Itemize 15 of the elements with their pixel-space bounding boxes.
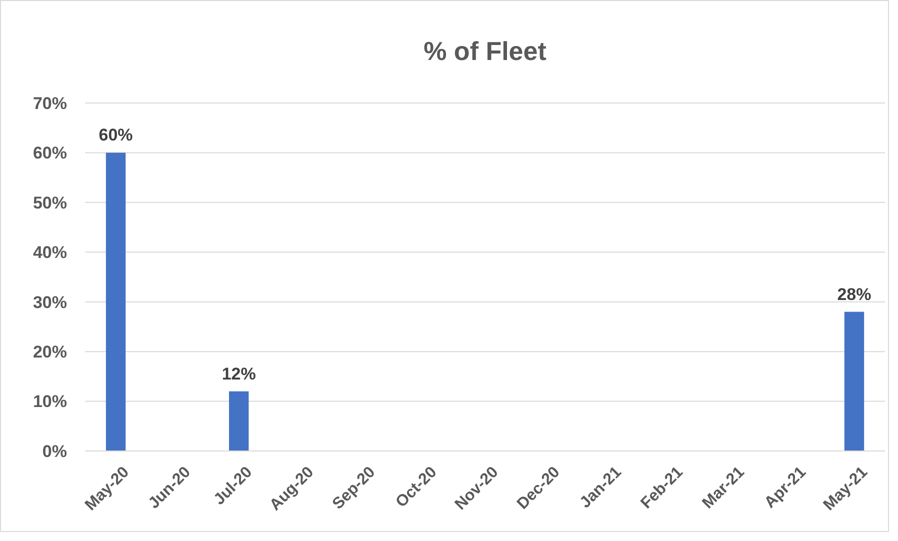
y-tick-label: 40% [32,243,67,262]
bar [106,152,126,451]
data-label: 12% [222,364,256,384]
y-tick-label: 20% [32,342,67,362]
data-label: 28% [837,284,872,304]
bar [844,312,864,451]
y-tick-label: 10% [32,392,67,412]
bar [229,391,249,451]
y-tick-label: 60% [32,144,67,163]
chart-title: % of Fleet [424,36,547,66]
y-tick-label: 70% [32,94,67,113]
y-tick-label: 30% [32,292,67,312]
data-label: 60% [98,126,133,145]
y-tick-label: 50% [32,193,67,212]
y-tick-label: 0% [42,442,67,461]
